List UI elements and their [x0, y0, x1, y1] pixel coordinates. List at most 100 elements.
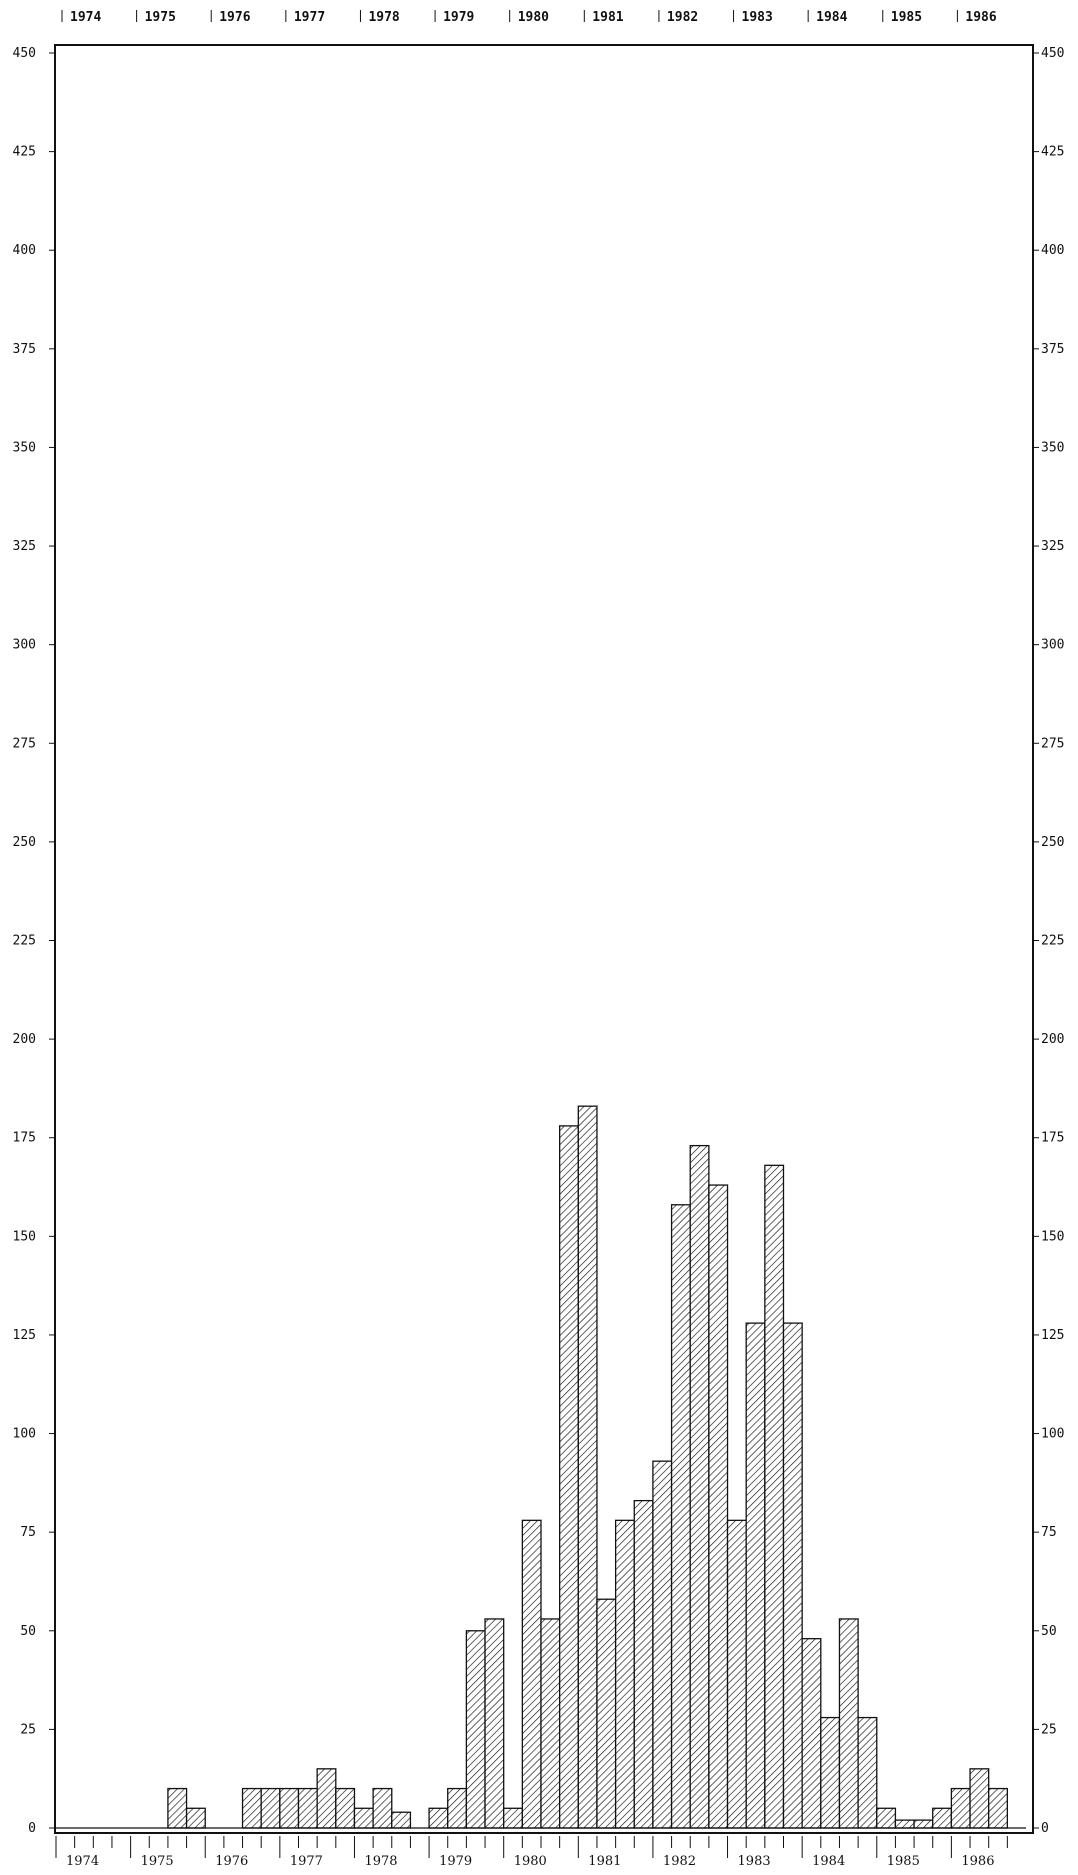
top-year-label: 1981 — [592, 10, 623, 25]
y-tick-label-left: 350 — [13, 440, 36, 455]
histogram-bar — [876, 1807, 897, 1829]
y-tick-label-right: 75 — [1041, 1525, 1057, 1540]
top-year-label: 1983 — [742, 10, 773, 25]
histogram-bar — [484, 1618, 505, 1829]
bottom-year-label: 1976 — [215, 1854, 248, 1869]
bottom-year-label: 1981 — [588, 1854, 621, 1869]
y-tick-label-right: 450 — [1041, 46, 1064, 61]
top-year-label: 1976 — [219, 10, 250, 25]
y-tick-label-right: 100 — [1041, 1427, 1064, 1442]
y-tick-label-left: 400 — [13, 243, 36, 258]
y-tick-label-left: 250 — [13, 835, 36, 850]
histogram-bar — [260, 1787, 281, 1829]
y-tick-label-right: 375 — [1041, 342, 1064, 357]
histogram-bar — [689, 1144, 710, 1829]
bottom-year-label: 1986 — [961, 1854, 994, 1869]
bottom-year-label: 1982 — [663, 1854, 696, 1869]
histogram-bar — [726, 1519, 747, 1829]
y-tick-label-left: 100 — [13, 1427, 36, 1442]
histogram-bar — [614, 1519, 635, 1829]
histogram-bar — [745, 1322, 766, 1829]
y-tick-label-right: 175 — [1041, 1131, 1064, 1146]
y-tick-label-left: 425 — [13, 145, 36, 160]
histogram-bar — [316, 1768, 337, 1829]
histogram-bar — [465, 1630, 486, 1829]
y-tick-label-right: 150 — [1041, 1229, 1064, 1244]
histogram-bar — [503, 1807, 523, 1829]
bottom-year-label: 1974 — [66, 1854, 99, 1869]
histogram-bar — [988, 1787, 1008, 1829]
bottom-year-label: 1975 — [141, 1854, 174, 1869]
y-tick-label-left: 375 — [13, 342, 36, 357]
y-tick-label-left: 25 — [20, 1722, 36, 1737]
y-tick-label-right: 200 — [1041, 1032, 1064, 1047]
top-year-label: 1980 — [518, 10, 549, 25]
histogram-bar — [894, 1819, 915, 1829]
histogram-bar — [932, 1807, 953, 1829]
top-year-label: 1977 — [294, 10, 325, 25]
histogram-bar — [782, 1322, 803, 1829]
histogram-bar — [559, 1125, 579, 1829]
top-year-label: 1978 — [368, 10, 399, 25]
histogram-bar — [670, 1204, 691, 1829]
y-tick-label-left: 200 — [13, 1032, 36, 1047]
y-tick-label-right: 25 — [1041, 1722, 1057, 1737]
top-year-label: 1974 — [70, 10, 101, 25]
y-tick-label-right: 125 — [1041, 1328, 1064, 1343]
y-tick-label-right: 50 — [1041, 1624, 1057, 1639]
histogram-bar — [969, 1768, 990, 1829]
histogram-bar — [167, 1787, 188, 1829]
histogram-bar — [708, 1184, 729, 1829]
y-tick-label-left: 175 — [13, 1131, 36, 1146]
top-year-label: 1975 — [145, 10, 176, 25]
y-tick-label-left: 75 — [20, 1525, 36, 1540]
top-year-label: 1979 — [443, 10, 474, 25]
histogram-bar — [633, 1499, 654, 1829]
top-year-label: 1984 — [816, 10, 847, 25]
plot-frame — [54, 44, 1034, 1834]
bottom-year-label: 1983 — [738, 1854, 771, 1869]
histogram-bar — [950, 1787, 971, 1829]
bottom-year-label: 1978 — [364, 1854, 397, 1869]
y-tick-label-left: 275 — [13, 736, 36, 751]
top-year-label: 1982 — [667, 10, 698, 25]
y-tick-label-right: 325 — [1041, 539, 1064, 554]
y-tick-label-right: 300 — [1041, 638, 1064, 653]
histogram-bar — [185, 1807, 206, 1829]
y-tick-label-left: 325 — [13, 539, 36, 554]
histogram-bar — [913, 1819, 934, 1829]
histogram-bar — [540, 1618, 561, 1829]
y-tick-label-left: 50 — [20, 1624, 36, 1639]
bottom-year-label: 1977 — [290, 1854, 323, 1869]
histogram-bar — [279, 1787, 300, 1829]
bottom-year-label: 1979 — [439, 1854, 472, 1869]
histogram-bar — [801, 1638, 822, 1829]
histogram-bar — [577, 1105, 598, 1829]
y-tick-label-right: 350 — [1041, 440, 1064, 455]
histogram-bar — [596, 1598, 617, 1829]
histogram-bar — [447, 1787, 468, 1829]
y-tick-label-left: 125 — [13, 1328, 36, 1343]
histogram-bar — [820, 1716, 841, 1829]
x-axis-top: 1974 1975 1976 1977 1978 1979 1980 1981 1982 1983… — [61, 10, 997, 25]
y-tick-label-right: 425 — [1041, 145, 1064, 160]
y-tick-label-right: 0 — [1041, 1821, 1049, 1836]
y-tick-label-right: 225 — [1041, 934, 1064, 949]
histogram-bar — [521, 1519, 542, 1829]
y-axis-left: 0 25 50 75 100 125 150 175 200 225 250 275 300 325 350… — [13, 46, 55, 1836]
bottom-year-label: 1980 — [514, 1854, 547, 1869]
histogram-bar — [857, 1716, 878, 1829]
top-year-label: 1985 — [891, 10, 922, 25]
y-axis-right: 0 25 50 75 100 125 150 175 200 225 250 275 300 325 350… — [1033, 46, 1064, 1836]
y-tick-label-left: 450 — [13, 46, 36, 61]
y-tick-label-left: 150 — [13, 1229, 36, 1244]
y-tick-label-left: 225 — [13, 934, 36, 949]
bottom-year-label: 1985 — [887, 1854, 920, 1869]
y-tick-label-right: 400 — [1041, 243, 1064, 258]
histogram-bar — [652, 1460, 673, 1829]
histogram-bar — [764, 1164, 785, 1829]
y-tick-label-left: 300 — [13, 638, 36, 653]
x-axis-bottom: 1974 1975 1976 1977 1978 1979 1980 1981 1982 1983… — [55, 1836, 1008, 1869]
y-tick-label-right: 275 — [1041, 736, 1064, 751]
